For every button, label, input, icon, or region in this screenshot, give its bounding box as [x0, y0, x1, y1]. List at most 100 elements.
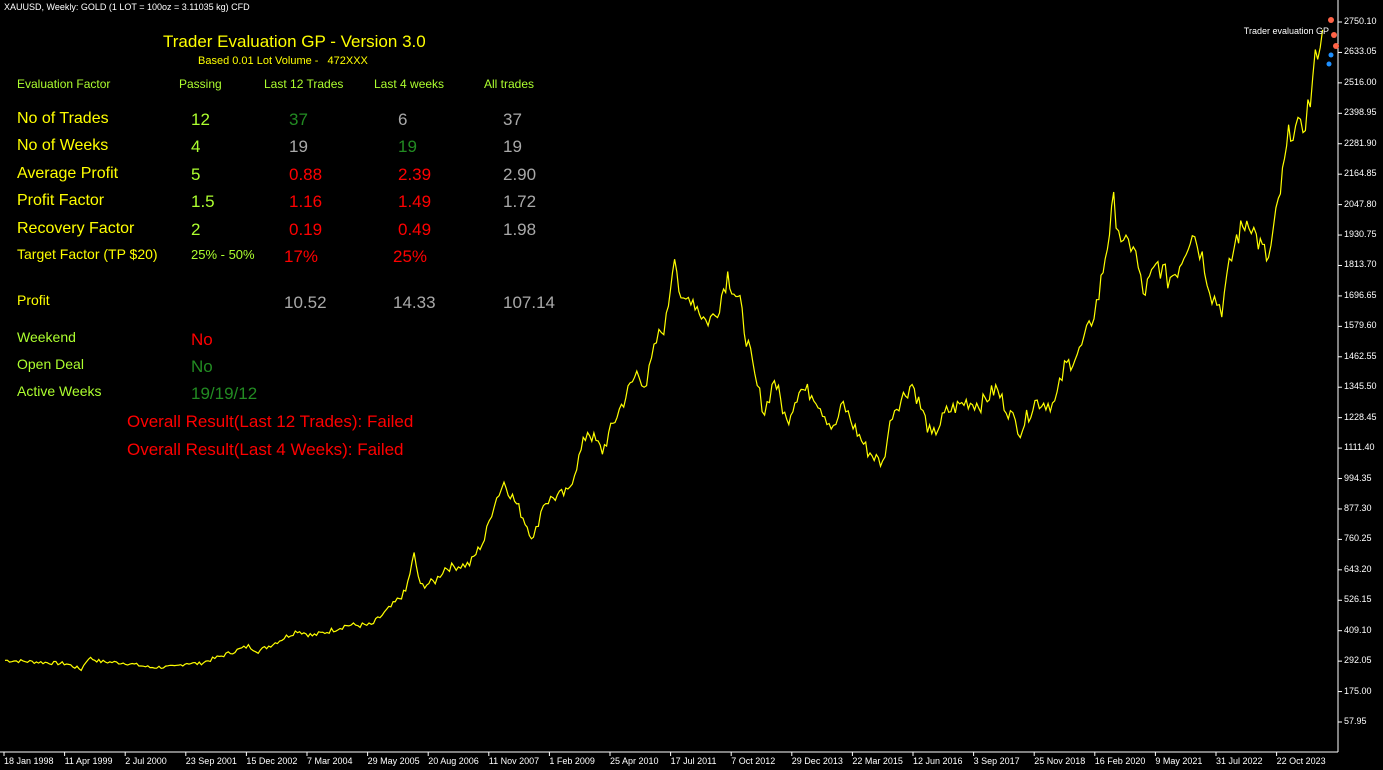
row-last4w: 1.49	[398, 192, 432, 211]
row-passing: 2	[191, 220, 201, 239]
x-tick-label: 15 Dec 2002	[246, 756, 298, 766]
trade-marker-buy	[1326, 61, 1332, 67]
x-tick-label: 31 Jul 2022	[1216, 756, 1263, 766]
y-tick-label: 2164.85	[1344, 168, 1377, 179]
row-passing: 12	[191, 110, 210, 129]
row-all: 1.98	[503, 220, 537, 239]
y-tick-label: 2750.10	[1344, 16, 1377, 26]
row-passing: 4	[191, 137, 201, 156]
symbol-title: XAUUSD, Weekly: GOLD (1 LOT = 100oz = 3.…	[4, 2, 250, 12]
y-tick-label: 1813.70	[1344, 259, 1377, 270]
x-tick-label: 9 May 2021	[1155, 756, 1203, 766]
account-number: 472XXX	[327, 55, 368, 67]
row-label: Recovery Factor	[17, 220, 135, 237]
profit-label: Profit	[17, 292, 50, 308]
y-tick-label: 1345.50	[1344, 381, 1377, 392]
subtitle-prefix: Based 0.01 Lot Volume -	[198, 55, 319, 67]
y-tick-label: 877.30	[1344, 502, 1372, 513]
row-last12: 0.19	[289, 220, 323, 239]
target-factor-last12: 17%	[284, 247, 319, 266]
y-tick-label: 2516.00	[1344, 76, 1377, 87]
overall-result-4-weeks: Overall Result(Last 4 Weeks): Failed	[127, 440, 404, 459]
open-deal-value: No	[191, 357, 213, 376]
row-last4w: 19	[398, 137, 417, 156]
y-tick-label: 1111.40	[1344, 442, 1375, 453]
y-tick-label: 526.15	[1344, 594, 1372, 605]
y-tick-label: 1579.60	[1344, 320, 1377, 331]
x-tick-label: 16 Feb 2020	[1094, 756, 1146, 766]
panel-title: Trader Evaluation GP - Version 3.0	[163, 32, 426, 51]
x-tick-label: 22 Mar 2015	[852, 756, 903, 766]
y-tick-label: 2281.90	[1344, 137, 1377, 148]
profit-last4w: 14.33	[393, 293, 436, 312]
profit-all: 107.14	[503, 293, 555, 312]
row-label: Profit Factor	[17, 192, 105, 209]
active-weeks-label: Active Weeks	[17, 383, 102, 399]
header-factor: Evaluation Factor	[17, 77, 111, 91]
y-tick-label: 175.00	[1344, 685, 1372, 696]
x-tick-label: 11 Apr 1999	[64, 756, 113, 766]
x-tick-label: 7 Oct 2012	[731, 756, 776, 766]
y-tick-label: 409.10	[1344, 624, 1372, 635]
y-tick-label: 2047.80	[1344, 198, 1377, 209]
row-last12: 1.16	[289, 192, 323, 211]
row-last12: 37	[289, 110, 308, 129]
y-tick-label: 57.95	[1344, 716, 1367, 726]
header-last12: Last 12 Trades	[264, 77, 344, 91]
x-tick-label: 25 Nov 2018	[1034, 756, 1086, 766]
y-tick-label: 760.25	[1344, 533, 1372, 544]
panel-subtitle: Based 0.01 Lot Volume - 472XXX	[198, 55, 368, 67]
x-tick-label: 20 Aug 2006	[428, 756, 479, 766]
row-label: No of Weeks	[17, 137, 109, 154]
row-label: Average Profit	[17, 165, 119, 182]
y-tick-label: 1930.75	[1344, 229, 1377, 240]
row-all: 1.72	[503, 192, 537, 211]
row-last4w: 2.39	[398, 165, 432, 184]
x-tick-label: 29 May 2005	[367, 756, 420, 766]
y-tick-label: 1462.55	[1344, 350, 1377, 361]
target-factor-label: Target Factor (TP $20)	[17, 246, 158, 262]
y-tick-label: 994.35	[1344, 472, 1372, 483]
row-passing: 5	[191, 165, 201, 184]
trade-marker-sell	[1328, 17, 1334, 23]
price-series-line	[4, 29, 1324, 672]
x-tick-label: 25 Apr 2010	[610, 756, 659, 766]
row-all: 37	[503, 110, 522, 129]
weekend-label: Weekend	[17, 329, 76, 345]
row-last12: 19	[289, 137, 308, 156]
x-tick-label: 18 Jan 1998	[4, 756, 54, 766]
row-last4w: 6	[398, 110, 408, 129]
profit-last12: 10.52	[284, 293, 327, 312]
row-last12: 0.88	[289, 165, 323, 184]
row-label: No of Trades	[17, 110, 109, 127]
overall-result-12-trades: Overall Result(Last 12 Trades): Failed	[127, 412, 414, 431]
trade-marker-buy	[1328, 52, 1334, 58]
x-tick-label: 1 Feb 2009	[549, 756, 595, 766]
x-tick-label: 11 Nov 2007	[488, 756, 540, 766]
row-all: 2.90	[503, 165, 537, 184]
x-tick-label: 23 Sep 2001	[185, 756, 237, 766]
header-all: All trades	[484, 77, 535, 91]
target-factor-passing: 25% - 50%	[191, 247, 255, 262]
x-tick-label: 29 Dec 2013	[791, 756, 843, 766]
y-tick-label: 643.20	[1344, 563, 1372, 574]
row-all: 19	[503, 137, 522, 156]
x-tick-label: 3 Sep 2017	[973, 756, 1020, 766]
trade-markers	[1326, 17, 1339, 67]
y-tick-label: 2633.05	[1344, 46, 1377, 57]
open-deal-label: Open Deal	[17, 356, 84, 372]
row-last4w: 0.49	[398, 220, 432, 239]
x-tick-label: 7 Mar 2004	[307, 756, 353, 766]
target-factor-last4w: 25%	[393, 247, 428, 266]
header-last4w: Last 4 weeks	[374, 77, 445, 91]
trade-marker-sell	[1331, 32, 1337, 38]
header-passing: Passing	[179, 77, 222, 91]
y-tick-label: 292.05	[1344, 655, 1372, 666]
x-tick-label: 2 Jul 2000	[125, 756, 167, 766]
x-tick-label: 12 Jun 2016	[913, 756, 963, 766]
weekend-value: No	[191, 330, 213, 349]
active-weeks-value: 19/19/12	[191, 384, 258, 403]
y-tick-label: 1696.65	[1344, 289, 1377, 300]
indicator-label: Trader evaluation GP	[1243, 26, 1329, 36]
